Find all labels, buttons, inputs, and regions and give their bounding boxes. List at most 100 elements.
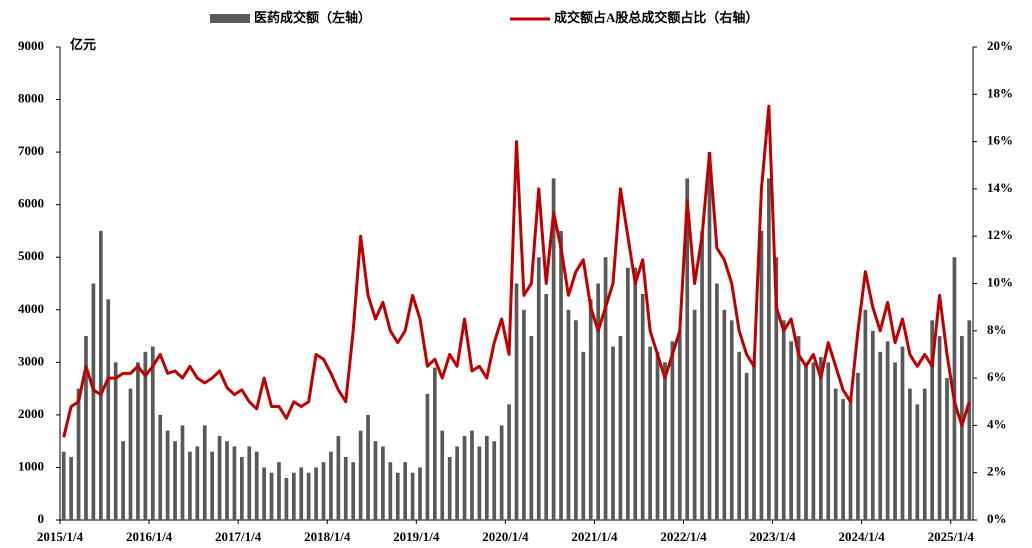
bar — [492, 441, 497, 520]
y-tick-label: 3000 — [18, 353, 44, 368]
bar — [150, 346, 155, 520]
bar — [173, 441, 177, 520]
y2-tick-label: 14% — [987, 180, 1013, 195]
bar — [269, 472, 274, 520]
bar — [670, 341, 675, 520]
bar — [121, 441, 125, 520]
bar — [381, 446, 385, 520]
y-tick-label: 4000 — [18, 301, 44, 316]
bar — [306, 472, 311, 520]
y-tick-label: 8000 — [18, 91, 44, 106]
y2-tick-label: 16% — [987, 133, 1013, 148]
x-tick-label: 2018/1/4 — [304, 529, 351, 544]
bar — [84, 336, 88, 520]
x-tick-label: 2022/1/4 — [660, 529, 707, 544]
y-tick-label: 2000 — [18, 406, 44, 421]
y-tick-label: 0 — [38, 511, 45, 526]
bar — [581, 351, 586, 520]
bar — [633, 267, 638, 520]
y2-tick-label: 4% — [987, 416, 1007, 431]
bar — [744, 372, 749, 520]
x-tick-label: 2019/1/4 — [393, 529, 440, 544]
bar — [477, 446, 482, 520]
bar — [98, 230, 103, 520]
bar — [885, 341, 890, 520]
bar — [158, 414, 163, 520]
bar — [284, 477, 289, 520]
y2-tick-label: 8% — [987, 322, 1007, 337]
bar — [61, 451, 66, 520]
bar — [165, 430, 170, 520]
bar — [299, 467, 304, 520]
bar — [722, 309, 727, 520]
bar — [195, 446, 200, 520]
bar — [796, 336, 801, 520]
bar — [878, 351, 883, 520]
bar — [870, 330, 875, 520]
bar — [663, 362, 667, 520]
bar — [685, 178, 690, 520]
bar — [336, 435, 341, 520]
y-tick-label: 1000 — [18, 458, 44, 473]
bar — [217, 435, 222, 520]
bar — [76, 388, 81, 520]
bar — [240, 456, 244, 520]
bar — [752, 362, 756, 520]
y-tick-label: 9000 — [18, 38, 44, 53]
y2-tick-label: 18% — [987, 85, 1013, 100]
y2-tick-label: 0% — [987, 511, 1007, 526]
bar — [247, 446, 252, 520]
bar — [447, 456, 452, 520]
bar — [611, 346, 615, 520]
unit-label: 亿元 — [70, 37, 96, 52]
bar — [529, 336, 534, 520]
bar — [856, 372, 860, 520]
bar — [930, 320, 935, 520]
y-tick-label: 5000 — [18, 248, 44, 263]
bar — [440, 430, 445, 520]
bar — [544, 294, 549, 520]
bar — [514, 283, 519, 520]
y-tick-label: 6000 — [18, 196, 44, 211]
bar — [136, 362, 140, 520]
bar — [425, 393, 430, 520]
bar — [818, 357, 823, 520]
bar — [329, 451, 333, 520]
line — [62, 104, 971, 438]
x-tick-label: 2021/1/4 — [571, 529, 618, 544]
bar — [967, 320, 972, 520]
bar — [729, 320, 734, 520]
bar — [418, 467, 422, 520]
bar — [232, 446, 237, 520]
bar — [677, 330, 682, 520]
bar — [781, 320, 786, 520]
bar — [588, 299, 593, 520]
bar — [202, 425, 207, 520]
y2-tick-label: 10% — [987, 274, 1013, 289]
bar — [343, 456, 348, 520]
bar — [462, 435, 467, 520]
bar — [833, 388, 838, 520]
bar — [373, 441, 378, 520]
bar — [69, 456, 73, 520]
bar — [841, 399, 845, 520]
x-tick-label: 2016/1/4 — [126, 529, 173, 544]
bar — [351, 462, 356, 520]
bar — [551, 178, 556, 520]
bar — [566, 309, 571, 520]
bar — [395, 472, 400, 520]
bar — [700, 230, 704, 520]
y2-tick-label: 20% — [987, 38, 1013, 53]
legend-swatch — [210, 14, 250, 23]
bar — [774, 257, 779, 520]
bar — [143, 351, 148, 520]
bar — [455, 446, 459, 520]
bar — [804, 362, 808, 520]
bar — [648, 346, 652, 520]
bar — [848, 399, 853, 520]
bar — [737, 351, 742, 520]
x-tick-label: 2017/1/4 — [215, 529, 262, 544]
bar — [254, 451, 259, 520]
bar — [262, 467, 266, 520]
